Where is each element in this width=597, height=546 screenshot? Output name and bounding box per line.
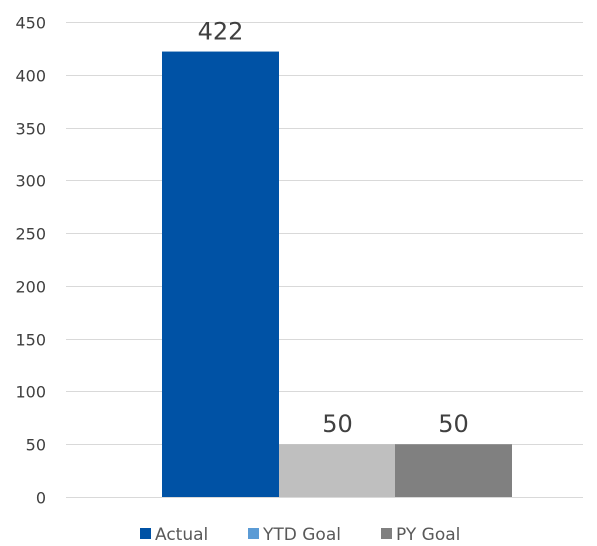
y-tick-label: 150 [15, 331, 46, 350]
bar-actual [162, 51, 279, 498]
bars [162, 51, 512, 498]
legend: Actual YTD Goal PY Goal [140, 525, 460, 545]
y-tick-label: 300 [15, 172, 46, 191]
data-label: 50 [438, 410, 469, 438]
bar-ytd-goal [279, 444, 396, 497]
data-label: 50 [322, 410, 353, 438]
y-tick-label: 350 [15, 120, 46, 139]
legend-label: YTD Goal [262, 525, 341, 545]
y-axis-ticks: 0 50 100 150 200 250 300 350 400 450 [15, 14, 46, 508]
y-tick-label: 200 [15, 278, 46, 297]
y-tick-label: 100 [15, 383, 46, 402]
data-labels: 422 50 50 [198, 18, 469, 439]
y-tick-label: 50 [26, 436, 46, 455]
legend-swatch [140, 528, 151, 539]
y-tick-label: 0 [36, 489, 46, 508]
y-tick-label: 450 [15, 14, 46, 33]
legend-swatch [248, 528, 259, 539]
y-tick-label: 250 [15, 225, 46, 244]
legend-swatch [381, 528, 392, 539]
bar-py-goal [395, 444, 512, 497]
data-label: 422 [198, 18, 244, 46]
y-tick-label: 400 [15, 67, 46, 86]
legend-label: Actual [155, 525, 208, 545]
legend-label: PY Goal [396, 525, 460, 545]
gridlines [66, 22, 583, 498]
